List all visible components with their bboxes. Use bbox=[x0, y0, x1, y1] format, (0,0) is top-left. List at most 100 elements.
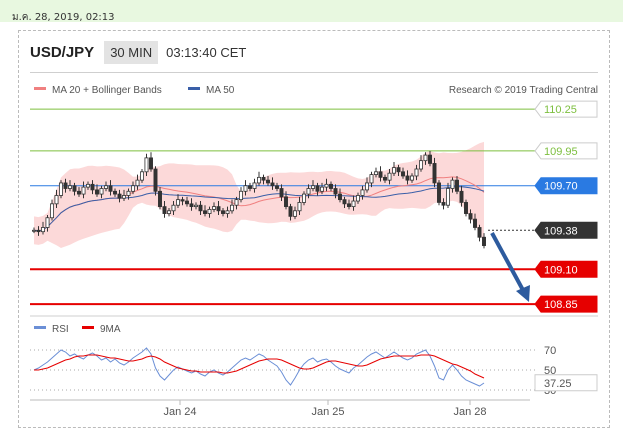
rsi-current-value: 37.25 bbox=[544, 378, 572, 390]
rsi-current-tag bbox=[534, 374, 598, 392]
level-tag-3 bbox=[534, 221, 598, 239]
x-tick-label-0: Jan 24 bbox=[163, 406, 196, 418]
candle-body-54 bbox=[275, 185, 279, 189]
level-tag-4 bbox=[534, 260, 598, 278]
candle-body-66 bbox=[329, 183, 333, 189]
candle-body-2 bbox=[41, 227, 45, 233]
candle-body-36 bbox=[194, 204, 198, 208]
ma50-legend-label: MA 50 bbox=[206, 85, 235, 96]
candle-body-57 bbox=[288, 206, 293, 217]
candle-body-95 bbox=[459, 190, 464, 203]
candle-body-23 bbox=[135, 179, 140, 187]
candle-body-82 bbox=[401, 171, 405, 177]
candle-body-87 bbox=[423, 154, 428, 162]
candle-body-78 bbox=[383, 176, 387, 181]
candle-body-68 bbox=[338, 193, 342, 201]
candle-body-7 bbox=[63, 182, 68, 189]
candle-body-75 bbox=[369, 174, 374, 184]
candle-body-84 bbox=[410, 175, 414, 181]
candle-body-99 bbox=[477, 227, 482, 238]
candle-body-5 bbox=[54, 195, 59, 205]
ma50-legend-swatch bbox=[188, 87, 200, 90]
candle-body-94 bbox=[455, 179, 459, 192]
candle-body-51 bbox=[261, 176, 266, 181]
chart-frame bbox=[18, 30, 610, 428]
rsi-legend-swatch bbox=[34, 326, 46, 329]
level-lines: 110.25 109.95 109.70 109.38 109.10 108.85 bbox=[30, 100, 598, 313]
candle-body-85 bbox=[414, 168, 419, 177]
candle-body-3 bbox=[45, 217, 50, 228]
candle-body-88 bbox=[428, 154, 432, 164]
currency-pair: USD/JPY bbox=[30, 43, 95, 61]
candle-body-47 bbox=[243, 185, 248, 192]
rsi-line bbox=[33, 347, 485, 387]
candle-body-64 bbox=[320, 186, 324, 192]
candle-body-56 bbox=[284, 196, 288, 208]
candle-body-28 bbox=[158, 190, 162, 208]
level-label-5: 108.85 bbox=[544, 299, 578, 311]
candle-body-6 bbox=[59, 182, 63, 196]
ma20-legend-label: MA 20 + Bollinger Bands bbox=[52, 85, 162, 96]
level-label-3: 109.38 bbox=[544, 225, 578, 237]
candles bbox=[32, 150, 486, 249]
candle-body-32 bbox=[176, 199, 180, 206]
candle-body-24 bbox=[140, 171, 144, 181]
candle-body-0 bbox=[32, 229, 36, 232]
candle-body-29 bbox=[162, 206, 167, 214]
candle-body-10 bbox=[77, 190, 81, 195]
candle-body-27 bbox=[153, 168, 158, 192]
candle-body-19 bbox=[117, 193, 122, 199]
candle-body-4 bbox=[50, 203, 54, 219]
rsi-ma-line bbox=[34, 354, 485, 379]
candle-body-34 bbox=[185, 200, 189, 205]
candle-body-18 bbox=[113, 190, 117, 195]
candle-body-81 bbox=[396, 167, 401, 173]
candle-body-61 bbox=[306, 188, 311, 195]
candle-body-35 bbox=[189, 203, 194, 208]
rsi-legend-label: RSI bbox=[52, 324, 69, 335]
candle-body-86 bbox=[419, 160, 423, 170]
candle-body-63 bbox=[315, 185, 320, 192]
ma20-legend-swatch bbox=[34, 87, 46, 90]
candle-body-67 bbox=[333, 188, 338, 195]
candle-body-62 bbox=[311, 185, 315, 189]
date-text: ม.ค. 28, 2019, 02:13 bbox=[12, 12, 115, 23]
candle-body-43 bbox=[225, 210, 230, 214]
candle-body-90 bbox=[437, 182, 441, 203]
rsi-ma-legend-swatch bbox=[82, 326, 94, 329]
candle-body-53 bbox=[270, 182, 275, 187]
level-label-4: 109.10 bbox=[544, 264, 578, 276]
candle-body-15 bbox=[99, 188, 104, 195]
candle-body-71 bbox=[351, 200, 356, 208]
candle-body-79 bbox=[387, 172, 392, 181]
candle-body-11 bbox=[81, 186, 86, 195]
candle-body-38 bbox=[203, 210, 207, 214]
candle-body-26 bbox=[149, 157, 153, 170]
ma50-line bbox=[33, 186, 485, 232]
bollinger-band-area bbox=[34, 141, 484, 248]
candle-body-40 bbox=[212, 206, 216, 210]
candle-body-73 bbox=[360, 189, 365, 196]
candle-body-33 bbox=[180, 199, 185, 202]
rsi-tick-0: 70 bbox=[544, 345, 556, 357]
timeframe-button[interactable]: 30 MIN bbox=[104, 40, 159, 64]
candle-body-20 bbox=[122, 195, 126, 199]
candle-body-91 bbox=[441, 202, 446, 206]
candle-body-42 bbox=[221, 210, 225, 214]
candle-body-17 bbox=[108, 185, 113, 192]
chart-time: 03:13:40 CET bbox=[166, 44, 247, 60]
candle-body-41 bbox=[216, 206, 221, 212]
level-tag-2 bbox=[534, 177, 598, 195]
candle-body-48 bbox=[248, 185, 252, 189]
candle-body-44 bbox=[230, 204, 234, 212]
candle-body-16 bbox=[104, 185, 108, 189]
rsi-ma-legend-label: 9MA bbox=[100, 324, 121, 335]
candle-body-92 bbox=[446, 188, 450, 206]
candle-body-21 bbox=[126, 190, 131, 196]
candle-body-25 bbox=[144, 157, 149, 173]
forecast-arrow-head bbox=[516, 285, 530, 302]
candle-body-76 bbox=[374, 171, 378, 175]
date-bar: ม.ค. 28, 2019, 02:13 bbox=[0, 0, 623, 23]
x-tick-label-1: Jan 25 bbox=[311, 406, 344, 418]
level-label-1: 109.95 bbox=[544, 146, 578, 158]
